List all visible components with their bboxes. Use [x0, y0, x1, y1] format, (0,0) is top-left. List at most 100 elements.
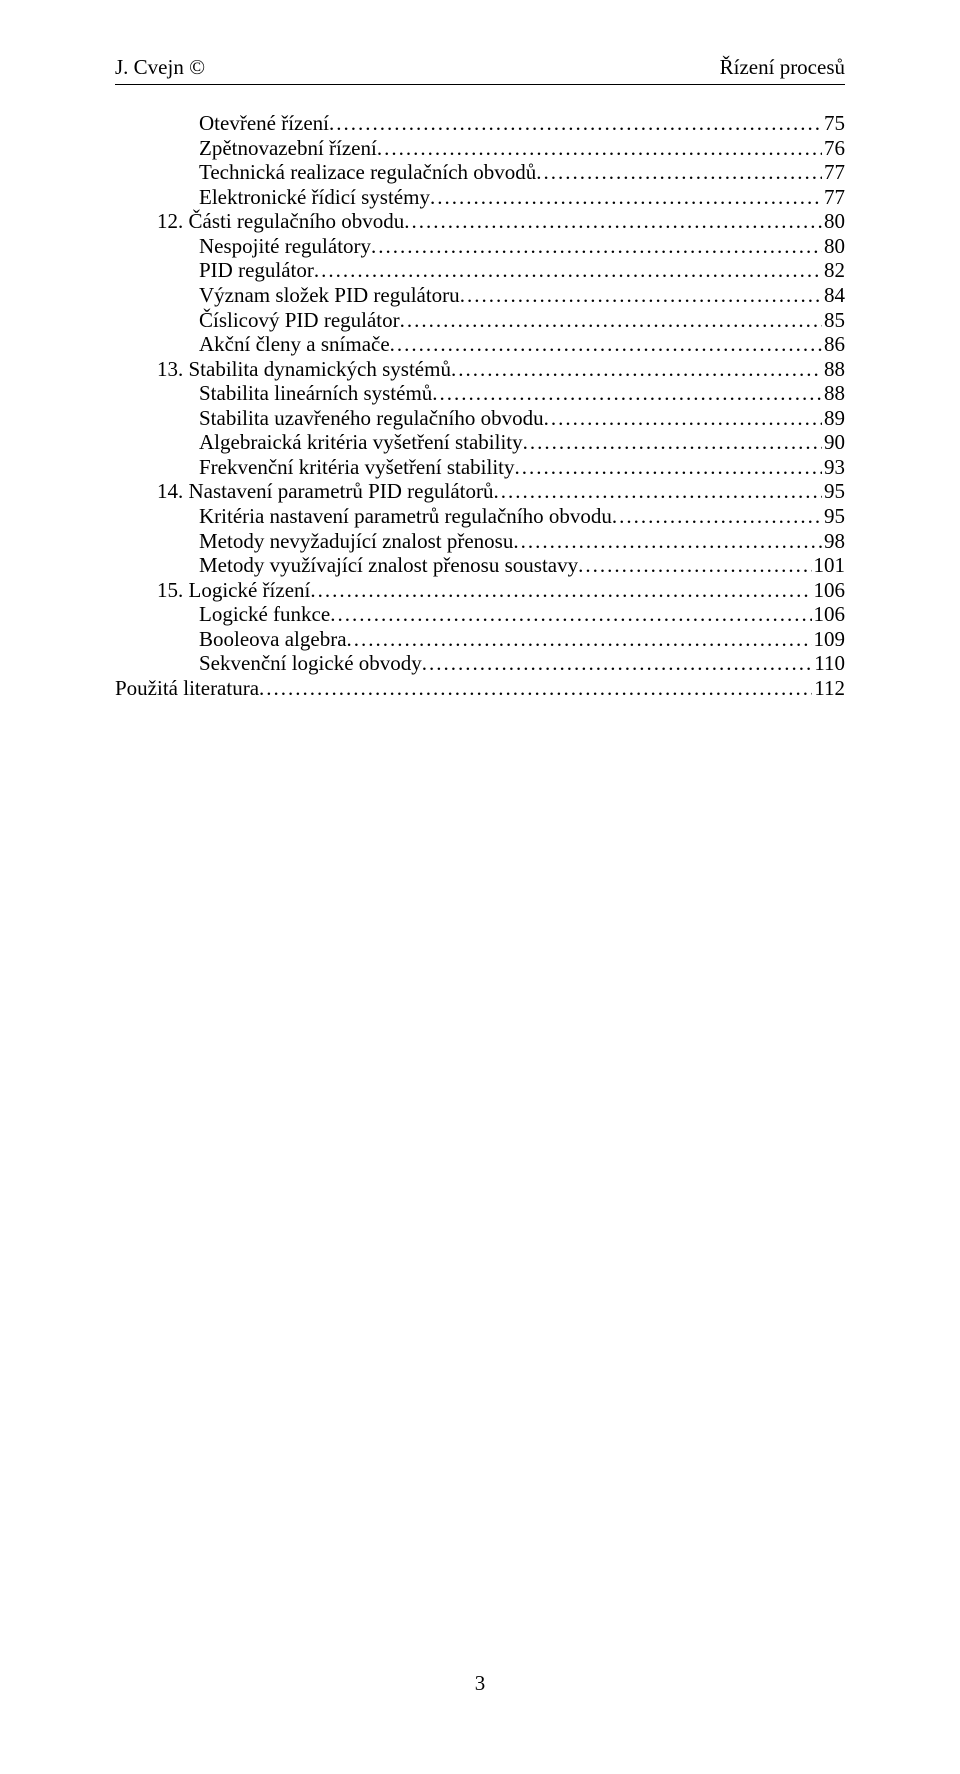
toc-entry-page: 75 [822, 111, 845, 136]
toc-leader-dots [377, 136, 822, 161]
header-left: J. Cvejn © [115, 55, 205, 80]
toc-leader-dots [330, 602, 811, 627]
toc-entry-label: Stabilita lineárních systémů [199, 381, 432, 406]
toc-entry-page: 95 [822, 479, 845, 504]
toc-row: Význam složek PID regulátoru 84 [115, 283, 845, 308]
toc-entry-label: Metody nevyžadující znalost přenosu [199, 529, 513, 554]
toc-entry-label: PID regulátor [199, 258, 314, 283]
page: J. Cvejn © Řízení procesů Otevřené řízen… [0, 0, 960, 1774]
toc-leader-dots [259, 676, 812, 701]
toc-row: Nespojité regulátory 80 [115, 234, 845, 259]
toc-entry-page: 88 [822, 381, 845, 406]
toc-row: 13. Stabilita dynamických systémů 88 [115, 357, 845, 382]
toc-leader-dots [310, 578, 811, 603]
toc-entry-page: 82 [822, 258, 845, 283]
toc-entry-label: Elektronické řídicí systémy [199, 185, 430, 210]
toc-entry-page: 109 [812, 627, 846, 652]
toc-entry-page: 106 [812, 602, 846, 627]
toc-leader-dots [390, 332, 822, 357]
toc-entry-label: Význam složek PID regulátoru [199, 283, 460, 308]
toc-entry-page: 93 [822, 455, 845, 480]
toc-row: Technická realizace regulačních obvodů 77 [115, 160, 845, 185]
toc-leader-dots [432, 381, 822, 406]
toc-entry-page: 106 [812, 578, 846, 603]
toc-entry-page: 85 [822, 308, 845, 333]
toc-leader-dots [612, 504, 822, 529]
page-number: 3 [0, 1671, 960, 1696]
toc-entry-label: Otevřené řízení [199, 111, 329, 136]
toc-entry-label: Stabilita uzavřeného regulačního obvodu [199, 406, 544, 431]
toc-entry-label: 12. Části regulačního obvodu [157, 209, 404, 234]
toc-row: Zpětnovazební řízení 76 [115, 136, 845, 161]
toc-row: Otevřené řízení 75 [115, 111, 845, 136]
toc-row: Číslicový PID regulátor 85 [115, 308, 845, 333]
toc-entry-page: 76 [822, 136, 845, 161]
toc-leader-dots [451, 357, 822, 382]
toc-entry-page: 101 [812, 553, 846, 578]
toc-leader-dots [404, 209, 822, 234]
toc-row: 12. Části regulačního obvodu 80 [115, 209, 845, 234]
toc-entry-label: Sekvenční logické obvody [199, 651, 422, 676]
toc-row: Metody využívající znalost přenosu soust… [115, 553, 845, 578]
toc-entry-label: Číslicový PID regulátor [199, 308, 400, 333]
toc-row: Logické funkce 106 [115, 602, 845, 627]
toc-leader-dots [515, 455, 823, 480]
toc-leader-dots [329, 111, 822, 136]
toc-entry-label: 14. Nastavení parametrů PID regulátorů [157, 479, 493, 504]
toc-entry-page: 110 [812, 651, 845, 676]
toc-leader-dots [371, 234, 822, 259]
toc-entry-label: Technická realizace regulačních obvodů [199, 160, 536, 185]
toc-entry-page: 77 [822, 160, 845, 185]
toc-row: Frekvenční kritéria vyšetření stability 9… [115, 455, 845, 480]
toc-entry-label: Metody využívající znalost přenosu soust… [199, 553, 578, 578]
toc-entry-label: Algebraická kritéria vyšetření stability [199, 430, 523, 455]
toc-row: 14. Nastavení parametrů PID regulátorů 95 [115, 479, 845, 504]
toc-entry-page: 89 [822, 406, 845, 431]
toc-entry-page: 112 [812, 676, 845, 701]
toc-row: Kritéria nastavení parametrů regulačního… [115, 504, 845, 529]
table-of-contents: Otevřené řízení75Zpětnovazební řízení76T… [115, 111, 845, 701]
toc-row: Booleova algebra 109 [115, 627, 845, 652]
toc-entry-label: Nespojité regulátory [199, 234, 371, 259]
toc-leader-dots [400, 308, 822, 333]
toc-entry-label: Booleova algebra [199, 627, 347, 652]
toc-entry-label: Frekvenční kritéria vyšetření stability [199, 455, 515, 480]
toc-leader-dots [523, 430, 822, 455]
toc-leader-dots [578, 553, 811, 578]
toc-entry-label: Zpětnovazební řízení [199, 136, 377, 161]
toc-leader-dots [314, 258, 822, 283]
toc-row: Použitá literatura 112 [115, 676, 845, 701]
toc-leader-dots [513, 529, 822, 554]
toc-entry-label: 15. Logické řízení [157, 578, 310, 603]
toc-leader-dots [430, 185, 822, 210]
toc-row: Metody nevyžadující znalost přenosu98 [115, 529, 845, 554]
toc-entry-label: Logické funkce [199, 602, 330, 627]
toc-row: Sekvenční logické obvody 110 [115, 651, 845, 676]
toc-leader-dots [347, 627, 812, 652]
toc-entry-label: Použitá literatura [115, 676, 259, 701]
toc-entry-page: 77 [822, 185, 845, 210]
toc-entry-page: 80 [822, 209, 845, 234]
toc-entry-page: 90 [822, 430, 845, 455]
toc-entry-label: Akční členy a snímače [199, 332, 390, 357]
toc-leader-dots [493, 479, 822, 504]
toc-row: Akční členy a snímače 86 [115, 332, 845, 357]
toc-entry-label: Kritéria nastavení parametrů regulačního… [199, 504, 612, 529]
toc-leader-dots [544, 406, 822, 431]
toc-row: Stabilita uzavřeného regulačního obvodu 8… [115, 406, 845, 431]
toc-leader-dots [422, 651, 812, 676]
toc-entry-page: 95 [822, 504, 845, 529]
toc-row: PID regulátor 82 [115, 258, 845, 283]
header-rule [115, 84, 845, 85]
toc-row: Stabilita lineárních systémů 88 [115, 381, 845, 406]
toc-entry-label: 13. Stabilita dynamických systémů [157, 357, 451, 382]
toc-leader-dots [536, 160, 822, 185]
toc-row: 15. Logické řízení 106 [115, 578, 845, 603]
page-header: J. Cvejn © Řízení procesů [115, 55, 845, 80]
toc-entry-page: 80 [822, 234, 845, 259]
toc-entry-page: 88 [822, 357, 845, 382]
header-right: Řízení procesů [720, 55, 845, 80]
toc-entry-page: 86 [822, 332, 845, 357]
toc-entry-page: 84 [822, 283, 845, 308]
toc-row: Elektronické řídicí systémy 77 [115, 185, 845, 210]
